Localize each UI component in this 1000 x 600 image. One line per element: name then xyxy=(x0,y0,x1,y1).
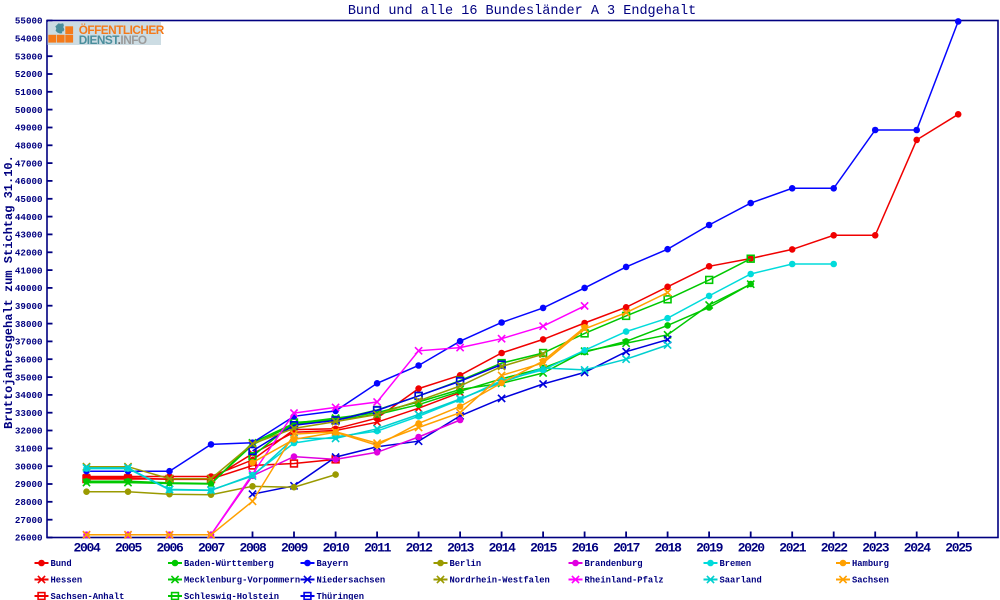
svg-text:50000: 50000 xyxy=(15,105,43,116)
svg-text:2006: 2006 xyxy=(156,541,184,556)
svg-text:Bund: Bund xyxy=(51,559,72,569)
svg-text:37000: 37000 xyxy=(15,337,43,348)
svg-text:2015: 2015 xyxy=(530,541,558,556)
svg-text:38000: 38000 xyxy=(15,319,43,330)
svg-text:Thüringen: Thüringen xyxy=(317,592,365,600)
svg-text:2004: 2004 xyxy=(73,541,101,556)
svg-text:46000: 46000 xyxy=(15,176,43,187)
svg-text:2019: 2019 xyxy=(696,541,724,556)
svg-text:44000: 44000 xyxy=(15,212,43,223)
svg-text:2013: 2013 xyxy=(447,541,475,556)
svg-text:39000: 39000 xyxy=(15,301,43,312)
svg-text:41000: 41000 xyxy=(15,265,43,276)
svg-text:Hessen: Hessen xyxy=(51,576,83,586)
svg-text:2021: 2021 xyxy=(779,541,807,556)
svg-text:54000: 54000 xyxy=(15,34,43,45)
svg-text:49000: 49000 xyxy=(15,123,43,134)
svg-text:Bayern: Bayern xyxy=(317,559,349,569)
svg-text:36000: 36000 xyxy=(15,354,43,365)
svg-text:2009: 2009 xyxy=(281,541,309,556)
svg-text:31000: 31000 xyxy=(15,444,43,455)
svg-text:2014: 2014 xyxy=(489,541,517,556)
svg-text:Baden-Württemberg: Baden-Württemberg xyxy=(184,559,274,569)
svg-text:28000: 28000 xyxy=(15,497,43,508)
svg-text:47000: 47000 xyxy=(15,158,43,169)
svg-text:Saarland: Saarland xyxy=(720,576,762,586)
svg-text:Berlin: Berlin xyxy=(450,559,482,569)
svg-text:DIENST.INFO: DIENST.INFO xyxy=(79,33,147,47)
svg-text:2022: 2022 xyxy=(821,541,849,556)
svg-text:Bruttojahresgehalt zum Stichta: Bruttojahresgehalt zum Stichtag 31.10. xyxy=(2,155,16,429)
svg-text:2005: 2005 xyxy=(115,541,143,556)
svg-text:Mecklenburg-Vorpommern: Mecklenburg-Vorpommern xyxy=(184,576,300,586)
svg-text:ÖFFENTLICHER: ÖFFENTLICHER xyxy=(79,23,165,37)
svg-text:30000: 30000 xyxy=(15,461,43,472)
svg-text:32000: 32000 xyxy=(15,426,43,437)
svg-text:Schleswig-Holstein: Schleswig-Holstein xyxy=(184,592,279,600)
svg-text:2017: 2017 xyxy=(613,541,640,556)
svg-text:43000: 43000 xyxy=(15,230,43,241)
svg-text:Nordrhein-Westfalen: Nordrhein-Westfalen xyxy=(450,576,550,586)
svg-text:29000: 29000 xyxy=(15,479,43,490)
svg-text:2012: 2012 xyxy=(406,541,434,556)
svg-text:Bremen: Bremen xyxy=(720,559,752,569)
svg-text:34000: 34000 xyxy=(15,390,43,401)
svg-text:53000: 53000 xyxy=(15,51,43,62)
svg-text:26000: 26000 xyxy=(15,533,43,544)
svg-text:2025: 2025 xyxy=(945,541,973,556)
svg-text:2008: 2008 xyxy=(239,541,267,556)
svg-text:40000: 40000 xyxy=(15,283,43,294)
svg-text:Sachsen: Sachsen xyxy=(852,576,889,586)
svg-text:2016: 2016 xyxy=(572,541,600,556)
svg-text:52000: 52000 xyxy=(15,69,43,80)
svg-text:2023: 2023 xyxy=(862,541,890,556)
svg-text:Niedersachsen: Niedersachsen xyxy=(317,576,386,586)
svg-text:33000: 33000 xyxy=(15,408,43,419)
svg-text:2020: 2020 xyxy=(738,541,766,556)
svg-text:Rheinland-Pfalz: Rheinland-Pfalz xyxy=(585,576,664,586)
svg-text:27000: 27000 xyxy=(15,515,43,526)
svg-text:Bund und alle 16 Bundesländer: Bund und alle 16 Bundesländer A 3 Endgeh… xyxy=(348,4,696,19)
svg-text:42000: 42000 xyxy=(15,248,43,259)
svg-text:2011: 2011 xyxy=(364,541,392,556)
svg-text:55000: 55000 xyxy=(15,16,43,27)
svg-text:2007: 2007 xyxy=(198,541,225,556)
svg-text:51000: 51000 xyxy=(15,87,43,98)
svg-text:Brandenburg: Brandenburg xyxy=(585,559,643,569)
svg-text:2010: 2010 xyxy=(323,541,351,556)
svg-text:45000: 45000 xyxy=(15,194,43,205)
svg-text:Hamburg: Hamburg xyxy=(852,559,889,569)
svg-text:35000: 35000 xyxy=(15,372,43,383)
svg-text:2018: 2018 xyxy=(655,541,683,556)
svg-text:48000: 48000 xyxy=(15,141,43,152)
svg-text:Sachsen-Anhalt: Sachsen-Anhalt xyxy=(51,592,125,600)
svg-text:2024: 2024 xyxy=(904,541,932,556)
